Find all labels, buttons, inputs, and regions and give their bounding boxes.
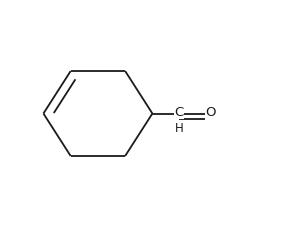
Text: C: C [174, 106, 183, 119]
Text: H: H [175, 122, 183, 136]
Text: O: O [206, 106, 216, 119]
